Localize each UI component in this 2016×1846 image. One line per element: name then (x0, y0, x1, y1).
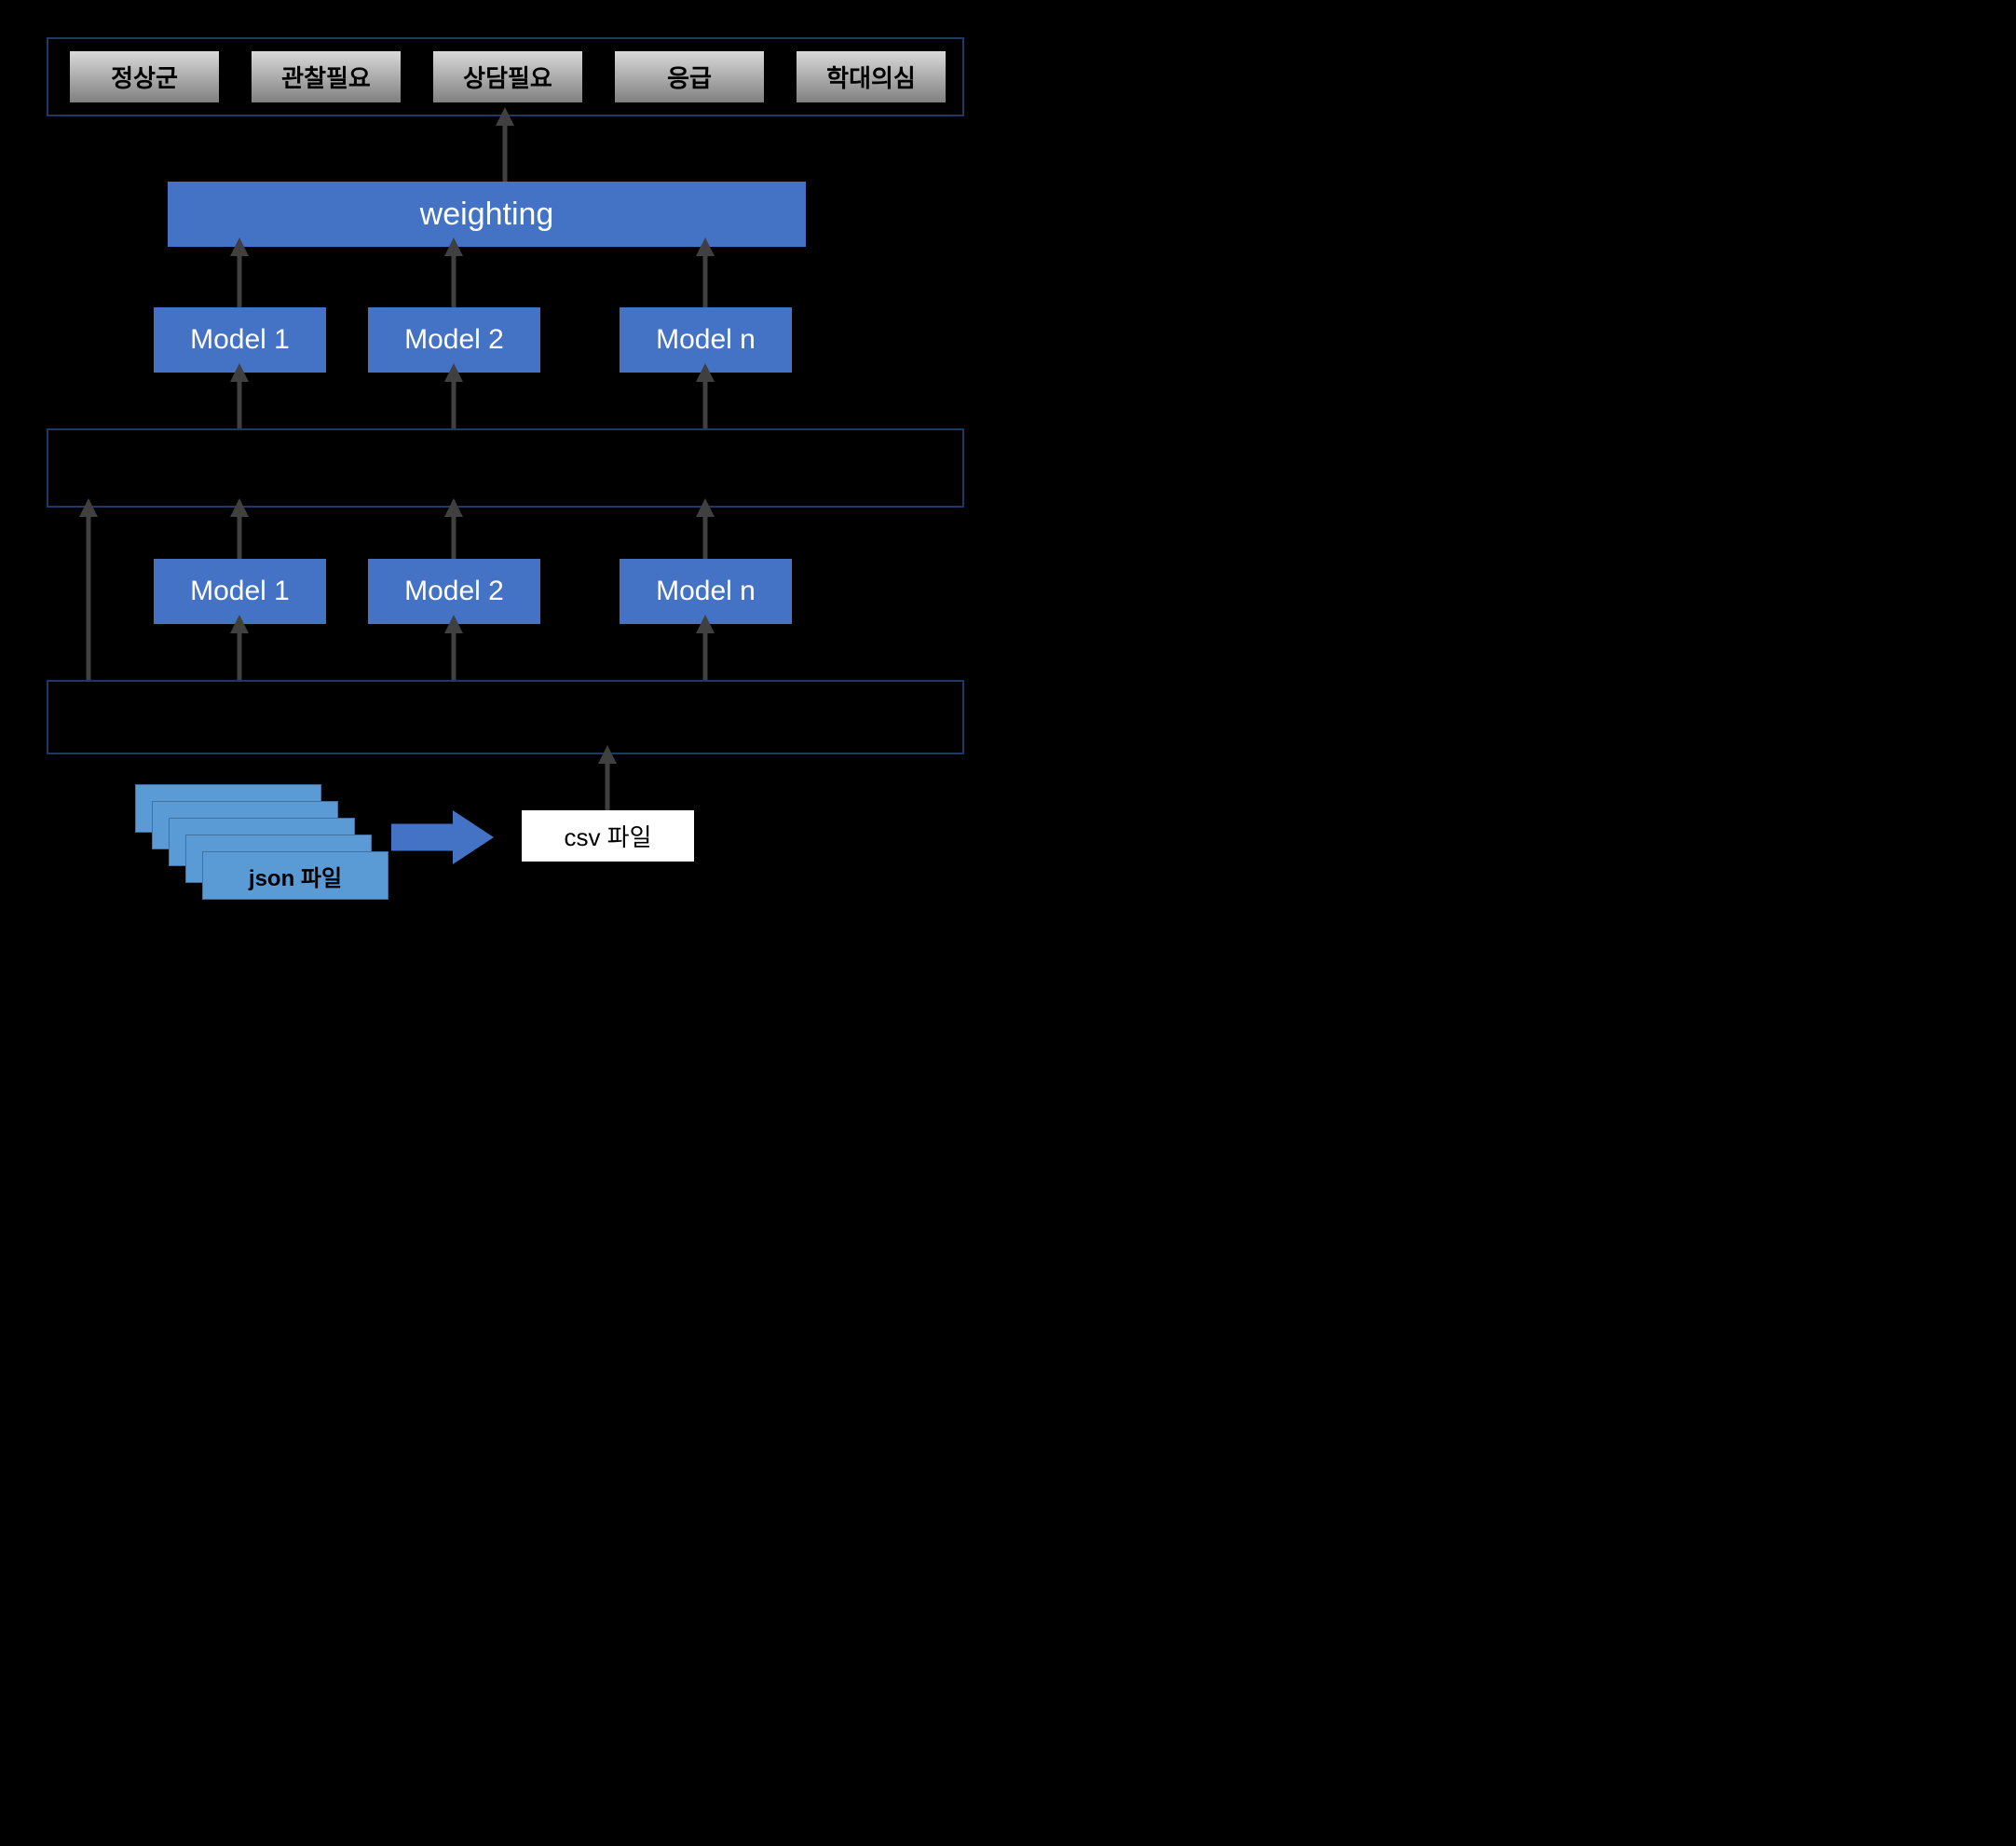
model-upper-1: Model 2 (368, 307, 540, 373)
category-box-3: 응급 (615, 51, 764, 102)
category-label: 관찰필요 (281, 60, 371, 94)
mid-container (47, 428, 964, 508)
model-label: Model 2 (404, 576, 504, 607)
model-lower-0: Model 1 (154, 559, 326, 624)
model-label: Model 1 (190, 576, 290, 607)
model-upper-0: Model 1 (154, 307, 326, 373)
category-box-2: 상담필요 (433, 51, 582, 102)
csv-label: csv 파일 (564, 819, 651, 853)
weighting-label: weighting (420, 197, 554, 233)
category-label: 정상군 (111, 60, 178, 94)
category-box-4: 학대의심 (797, 51, 946, 102)
model-label: Model n (656, 324, 756, 356)
category-label: 학대의심 (826, 60, 916, 94)
category-box-0: 정상군 (70, 51, 219, 102)
weighting-box: weighting (168, 182, 806, 247)
bottom-container (47, 680, 964, 754)
model-label: Model n (656, 576, 756, 607)
json-file-label: json 파일 (249, 860, 342, 892)
block-arrow-icon (391, 810, 494, 864)
json-file-card-4: json 파일 (202, 851, 388, 900)
category-box-1: 관찰필요 (252, 51, 401, 102)
csv-file-box: csv 파일 (522, 810, 694, 862)
category-label: 응급 (667, 60, 712, 94)
model-lower-2: Model n (620, 559, 792, 624)
model-label: Model 2 (404, 324, 504, 356)
category-label: 상담필요 (463, 60, 552, 94)
model-upper-2: Model n (620, 307, 792, 373)
model-label: Model 1 (190, 324, 290, 356)
model-lower-1: Model 2 (368, 559, 540, 624)
